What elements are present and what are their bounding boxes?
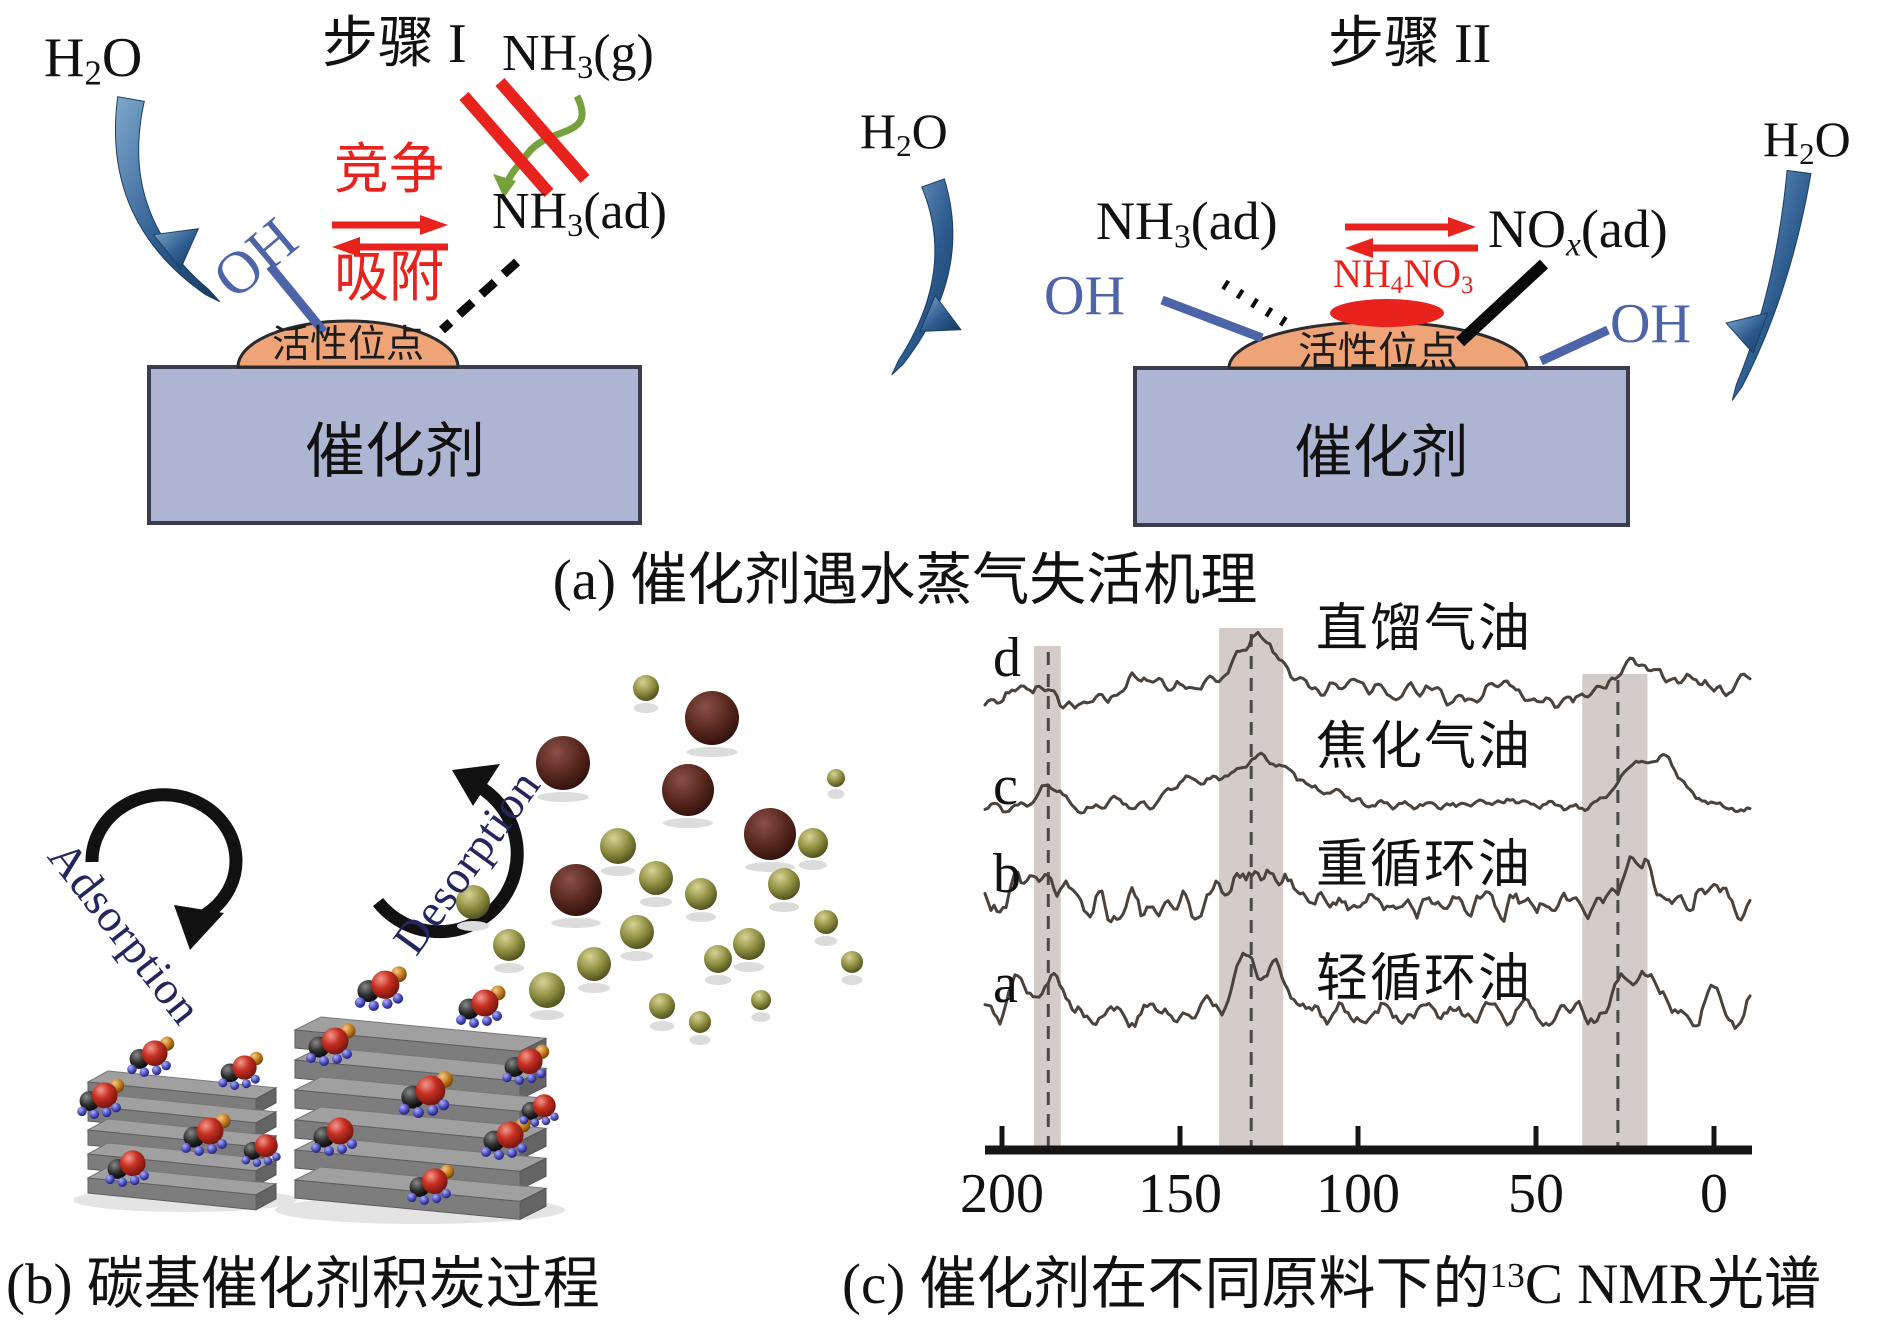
series-label-d: 直馏气油 [1316,601,1533,658]
blocked-path-icon [459,78,590,198]
oh-bond-line-step2-left [1160,295,1264,343]
green-arrow-icon [502,94,586,188]
caption-b: (b) 碳基催化剂积炭过程 [6,1253,600,1316]
step2-oh-right-label: OH [1610,293,1691,355]
step2-active-site-label: 活性位点 [1298,329,1458,374]
nh4no3-label: NH4NO3 [1333,251,1474,300]
step1-catalyst-label: 催化剂 [305,419,485,485]
step1-nh3g-label: NH3(g) [502,25,654,86]
tick-label-200: 200 [960,1163,1044,1225]
tick-label-0: 0 [1700,1163,1728,1225]
tick-label-100: 100 [1316,1163,1400,1225]
nh3-dotted-bond-icon [1221,279,1297,333]
compete-label: 竞争 [334,139,445,200]
tick-label-50: 50 [1508,1163,1564,1225]
caption-c: (c) 催化剂在不同原料下的13C NMR光谱 [842,1253,1821,1316]
series-letter-a: a [993,953,1018,1015]
nmr-chart [983,628,1752,1155]
tick-label-150: 150 [1138,1163,1222,1225]
step1-title: 步骤 I [322,13,467,75]
series-label-b: 重循环油 [1316,837,1533,894]
step2-oh-left-label: OH [1044,265,1125,327]
oh-bond-line-step1 [266,263,328,335]
equilibrium-arrows2-icon [1345,217,1478,258]
nh4no3-deposit-icon [1330,299,1444,327]
step1-active-site-label: 活性位点 [271,324,424,366]
adsorption-arrow-icon [85,788,243,950]
series-letter-d: d [993,627,1021,689]
coking-illustration [73,675,863,1224]
water-arrows-layer [114,96,1812,401]
series-letter-c: c [993,755,1018,817]
step2-title: 步骤 II [1328,13,1492,75]
step2-catalyst-label: 催化剂 [1294,420,1469,485]
active-site-dome-step1 [236,319,460,369]
series-letter-b: b [993,843,1021,905]
step2-h2o-left-label: H2O [860,103,948,163]
caption-a: (a) 催化剂遇水蒸气失活机理 [552,549,1258,612]
step1-nh3ad-label: NH3(ad) [492,183,667,244]
step2-h2o-right-label: H2O [1763,111,1851,171]
step2-nh3ad-label: NH3(ad) [1096,191,1278,256]
adsorb-label: 吸附 [334,247,445,308]
nh3-dashed-bond-icon [438,258,521,334]
nox-ad-label: NOx(ad) [1488,199,1668,264]
equilibrium-arrows-icon [332,215,448,257]
desorption-arrow-icon [372,764,524,939]
series-label-a: 轻循环油 [1316,951,1533,1008]
oh-bond-line-step2-right [1539,325,1610,366]
series-label-c: 焦化气油 [1316,719,1533,776]
catalyst-block-step1 [147,365,642,525]
nox-solid-bond-icon [1455,259,1549,347]
step1-h2o-label: H2O [44,27,143,93]
